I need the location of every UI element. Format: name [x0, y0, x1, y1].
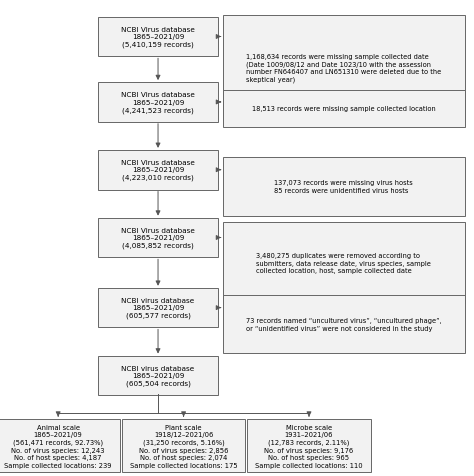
Text: NCBI Virus database
1865–2021/09
(4,085,852 records): NCBI Virus database 1865–2021/09 (4,085,…: [121, 227, 195, 249]
FancyBboxPatch shape: [98, 356, 219, 396]
FancyBboxPatch shape: [247, 419, 371, 472]
FancyBboxPatch shape: [0, 419, 120, 472]
Text: NCBI Virus database
1865–2021/09
(5,410,159 records): NCBI Virus database 1865–2021/09 (5,410,…: [121, 27, 195, 48]
Text: 137,073 records were missing virus hosts
85 records were unidentified virus host: 137,073 records were missing virus hosts…: [274, 180, 413, 193]
Text: 1,168,634 records were missing sample collected date
(Date 1009/08/12 and Date 1: 1,168,634 records were missing sample co…: [246, 53, 441, 83]
Text: NCBI virus database
1865–2021/09
(605,504 records): NCBI virus database 1865–2021/09 (605,50…: [121, 365, 195, 387]
Text: NCBI Virus database
1865–2021/09
(4,223,010 records): NCBI Virus database 1865–2021/09 (4,223,…: [121, 159, 195, 181]
FancyBboxPatch shape: [223, 295, 465, 354]
Text: 18,513 records were missing sample collected location: 18,513 records were missing sample colle…: [252, 106, 436, 112]
Text: Animal scale
1865–2021/09
(561,471 records, 92.73%)
No. of virus species: 12,243: Animal scale 1865–2021/09 (561,471 recor…: [4, 424, 112, 467]
FancyBboxPatch shape: [98, 218, 219, 258]
Text: NCBI virus database
1865–2021/09
(605,577 records): NCBI virus database 1865–2021/09 (605,57…: [121, 297, 195, 319]
FancyBboxPatch shape: [122, 419, 245, 472]
Text: 3,480,275 duplicates were removed according to
submitters, data release date, vi: 3,480,275 duplicates were removed accord…: [256, 253, 431, 274]
FancyBboxPatch shape: [223, 223, 465, 304]
FancyBboxPatch shape: [98, 83, 219, 122]
Text: Microbe scale
1931–2021/06
(12,783 records, 2.11%)
No. of virus species: 9,176
N: Microbe scale 1931–2021/06 (12,783 recor…: [255, 424, 363, 467]
FancyBboxPatch shape: [223, 91, 465, 128]
Text: Plant scale
1918/12–2021/06
(31,250 records, 5.16%)
No. of virus species: 2,856
: Plant scale 1918/12–2021/06 (31,250 reco…: [130, 424, 237, 467]
FancyBboxPatch shape: [98, 18, 219, 57]
FancyBboxPatch shape: [223, 157, 465, 216]
FancyBboxPatch shape: [98, 288, 219, 328]
Text: 73 records named “uncultured virus”, “uncultured phage”,
or “unidentified virus”: 73 records named “uncultured virus”, “un…: [246, 317, 442, 331]
FancyBboxPatch shape: [98, 150, 219, 190]
FancyBboxPatch shape: [223, 17, 465, 120]
Text: NCBI Virus database
1865–2021/09
(4,241,523 records): NCBI Virus database 1865–2021/09 (4,241,…: [121, 92, 195, 113]
